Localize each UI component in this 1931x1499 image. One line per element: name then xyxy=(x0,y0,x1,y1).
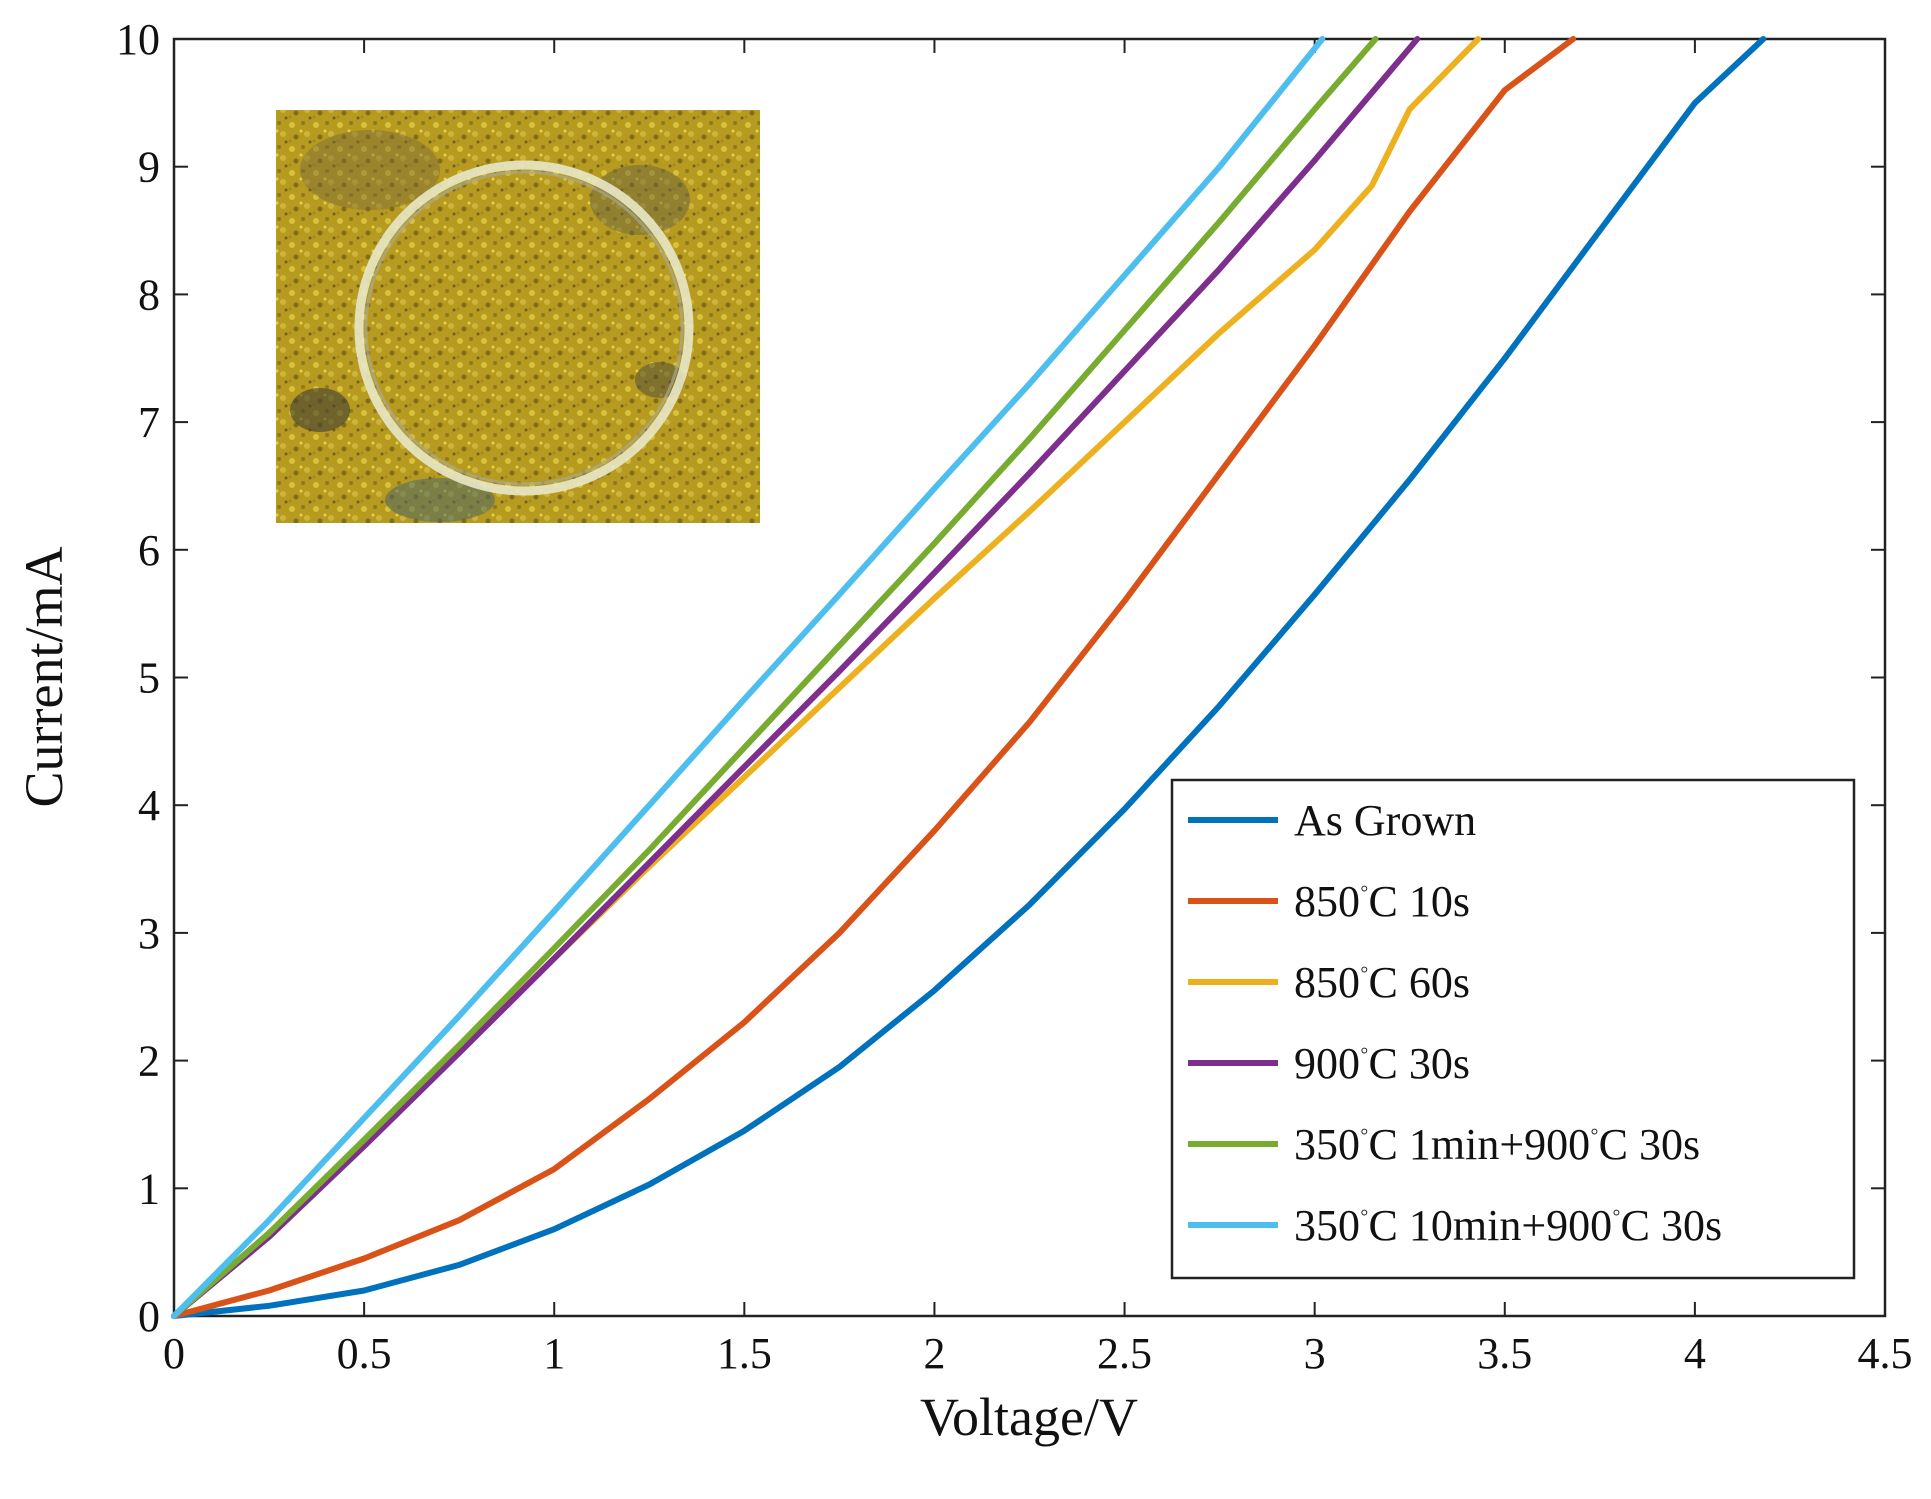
degree-symbol: ◦ xyxy=(1590,1119,1599,1145)
y-tick-label: 3 xyxy=(138,909,160,958)
legend-item: 900◦C 30s xyxy=(1188,1038,1470,1088)
legend-item: As Grown xyxy=(1188,796,1476,845)
legend-label: 850◦C 10s xyxy=(1294,876,1470,926)
y-tick-label: 2 xyxy=(138,1037,160,1086)
legend-text-part: C 10min+900 xyxy=(1369,1201,1613,1250)
y-tick-label: 10 xyxy=(116,15,160,64)
x-tick-label: 2.5 xyxy=(1097,1329,1152,1378)
legend-text-part: C 30s xyxy=(1621,1201,1722,1250)
x-tick-label: 0.5 xyxy=(337,1329,392,1378)
legend-label: 350◦C 1min+900◦C 30s xyxy=(1294,1119,1700,1169)
legend-label: 900◦C 30s xyxy=(1294,1038,1470,1088)
legend-text-part: C 30s xyxy=(1369,1039,1470,1088)
y-tick-label: 5 xyxy=(138,654,160,703)
inset-micrograph xyxy=(276,110,760,523)
legend-label: 850◦C 60s xyxy=(1294,957,1470,1007)
y-tick-label: 4 xyxy=(138,781,160,830)
legend-text-part: 850 xyxy=(1294,877,1360,926)
series-line-5 xyxy=(171,36,1379,1319)
x-tick-label: 4 xyxy=(1684,1329,1706,1378)
x-tick-label: 1 xyxy=(543,1329,565,1378)
legend-label: 350◦C 10min+900◦C 30s xyxy=(1294,1200,1722,1250)
y-tick-label: 1 xyxy=(138,1164,160,1213)
legend-text-part: C 1min+900 xyxy=(1369,1120,1591,1169)
legend-text-part: As Grown xyxy=(1294,796,1476,845)
degree-symbol: ◦ xyxy=(1360,957,1369,983)
legend-label: As Grown xyxy=(1294,796,1476,845)
x-tick-label: 1.5 xyxy=(717,1329,772,1378)
degree-symbol: ◦ xyxy=(1360,876,1369,902)
series-line-2 xyxy=(171,36,1577,1319)
x-tick-label: 2 xyxy=(923,1329,945,1378)
legend-text-part: C 10s xyxy=(1369,877,1470,926)
legend-item: 850◦C 60s xyxy=(1188,957,1470,1007)
legend-text-part: 350 xyxy=(1294,1120,1360,1169)
x-tick-label: 3.5 xyxy=(1477,1329,1532,1378)
x-axis-title: Voltage/V xyxy=(920,1387,1138,1447)
series-line-4 xyxy=(171,36,1421,1319)
y-tick-label: 6 xyxy=(138,526,160,575)
legend-text-part: C 60s xyxy=(1369,958,1470,1007)
degree-symbol: ◦ xyxy=(1612,1200,1621,1226)
y-axis-title: Current/mA xyxy=(14,547,74,808)
y-tick-label: 8 xyxy=(138,270,160,319)
legend-item: 350◦C 1min+900◦C 30s xyxy=(1188,1119,1700,1169)
legend-item: 850◦C 10s xyxy=(1188,876,1470,926)
series-line-6 xyxy=(171,36,1326,1319)
y-tick-label: 0 xyxy=(138,1292,160,1341)
legend-item: 350◦C 10min+900◦C 30s xyxy=(1188,1200,1722,1250)
series-lines xyxy=(171,36,1767,1319)
degree-symbol: ◦ xyxy=(1360,1200,1369,1226)
legend-text-part: C 30s xyxy=(1599,1120,1700,1169)
axis-ticks: 0 0.5 1 1.5 2 2.5 3 3.5 4 4.5 0 1 2 3 4 5 6 7 8 9 10 xyxy=(116,15,1913,1378)
x-tick-label: 0 xyxy=(163,1329,185,1378)
x-tick-label: 4.5 xyxy=(1858,1329,1913,1378)
legend-text-part: 850 xyxy=(1294,958,1360,1007)
legend-box xyxy=(1170,778,1856,1280)
legend-text-part: 900 xyxy=(1294,1039,1360,1088)
y-tick-label: 9 xyxy=(138,143,160,192)
series-line-1 xyxy=(171,36,1767,1319)
y-tick-label: 7 xyxy=(138,398,160,447)
legend-text-part: 350 xyxy=(1294,1201,1360,1250)
x-tick-label: 3 xyxy=(1304,1329,1326,1378)
degree-symbol: ◦ xyxy=(1360,1038,1369,1064)
degree-symbol: ◦ xyxy=(1360,1119,1369,1145)
